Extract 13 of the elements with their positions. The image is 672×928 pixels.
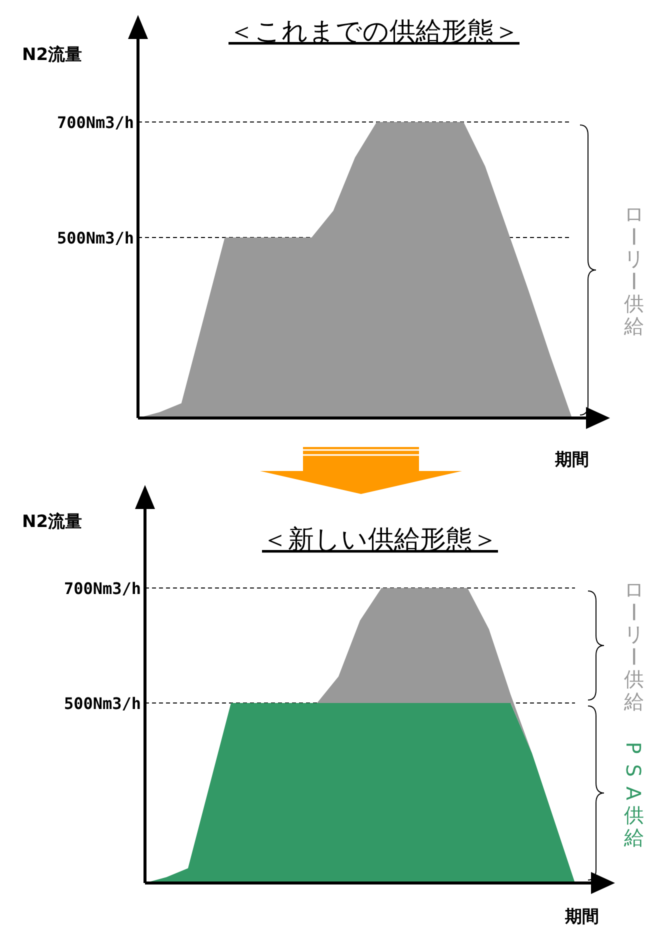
ref-line-label: 500Nm3/h (56, 228, 134, 248)
ref-line-label: 700Nm3/h (64, 579, 141, 598)
ref-line-label: 700Nm3/h (56, 113, 134, 132)
text: ローリー供給 (621, 202, 646, 338)
x-axis-title: 期間 (564, 907, 599, 927)
y-axis-title: N2流量 (22, 45, 82, 65)
ref-line-label: 500Nm3/h (64, 694, 141, 714)
chart-title: ＜新しい供給形態＞ (262, 525, 498, 555)
text: ローリー供給 (621, 577, 646, 714)
y-axis-title: N2流量 (22, 512, 82, 532)
text: PSA供給 (621, 742, 646, 850)
x-axis-title: 期間 (554, 450, 589, 470)
chart-title: ＜これまでの供給形態＞ (228, 17, 520, 47)
